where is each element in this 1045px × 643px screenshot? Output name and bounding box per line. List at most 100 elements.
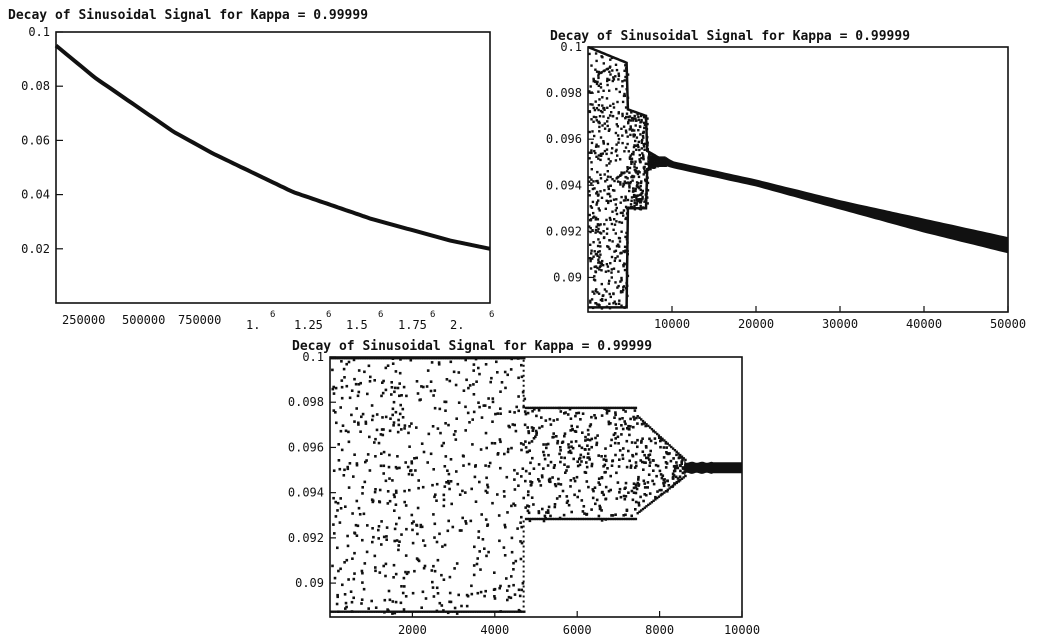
data-point (374, 488, 377, 491)
data-point (535, 431, 538, 434)
data-point (360, 598, 364, 601)
envelope-point (517, 357, 521, 360)
data-point (407, 431, 410, 435)
data-point (394, 410, 398, 414)
data-point (623, 79, 626, 82)
data-point (347, 440, 351, 444)
data-point (405, 394, 408, 398)
data-point (356, 524, 360, 528)
envelope-point (634, 517, 638, 521)
data-point (600, 154, 603, 157)
envelope-point (546, 517, 549, 521)
data-point (432, 394, 435, 397)
envelope-point (533, 406, 537, 410)
data-point (599, 173, 602, 176)
data-point (614, 413, 617, 417)
data-point (609, 184, 612, 187)
envelope-point (604, 406, 607, 410)
data-point (395, 467, 399, 470)
data-point (435, 540, 439, 544)
data-point (465, 604, 469, 608)
data-point (618, 417, 622, 421)
data-point (609, 73, 612, 76)
data-point (507, 595, 511, 599)
data-point (632, 195, 636, 198)
envelope-point (374, 357, 377, 360)
data-point (615, 198, 618, 201)
data-point (587, 456, 591, 459)
data-point (640, 422, 644, 426)
data-point (421, 590, 425, 594)
envelope-point (588, 406, 592, 410)
data-point (531, 456, 534, 460)
data-point (613, 189, 616, 192)
data-point (377, 528, 380, 532)
data-point (464, 405, 467, 409)
data-point (612, 102, 615, 106)
data-point (606, 245, 609, 248)
data-point (361, 486, 364, 489)
data-point (370, 404, 374, 407)
data-point (598, 507, 602, 511)
data-point (588, 90, 591, 93)
data-point (490, 441, 494, 445)
data-point (513, 468, 516, 472)
data-point (503, 452, 506, 456)
data-point (597, 121, 600, 124)
data-point (559, 410, 563, 413)
data-point (625, 439, 629, 443)
envelope-point (528, 517, 531, 521)
data-point (646, 189, 650, 192)
envelope-point (365, 357, 368, 360)
data-point (596, 244, 600, 248)
data-point (506, 450, 510, 454)
data-point (608, 216, 612, 220)
data-point (672, 465, 676, 468)
data-point (335, 602, 339, 606)
data-point (540, 474, 544, 477)
data-point (600, 476, 604, 480)
data-point (639, 188, 642, 191)
envelope-point (448, 357, 452, 360)
data-point (607, 282, 610, 285)
envelope-point (413, 610, 416, 613)
envelope-point (574, 406, 577, 410)
data-point (343, 376, 346, 379)
data-point (654, 441, 657, 445)
envelope-point (641, 419, 645, 423)
data-point (599, 109, 603, 113)
data-point (605, 164, 608, 167)
data-point (635, 171, 638, 174)
data-point (581, 412, 585, 415)
data-point (381, 381, 384, 384)
data-point (617, 236, 621, 240)
data-point (343, 468, 346, 472)
x-tick-label: 50000 (990, 317, 1026, 331)
data-point (416, 392, 420, 395)
data-point (473, 545, 476, 549)
data-point (630, 199, 633, 202)
envelope-point (638, 416, 641, 419)
data-point (616, 125, 619, 128)
data-point (602, 458, 606, 461)
data-point (633, 409, 637, 412)
data-point (353, 453, 356, 456)
data-point (523, 423, 527, 427)
data-point (637, 198, 640, 201)
x-tick-exponent: 6 (430, 310, 435, 320)
data-point (543, 457, 547, 461)
data-point (499, 390, 502, 393)
envelope-point (496, 357, 499, 360)
data-point (431, 586, 435, 589)
data-point (586, 444, 589, 447)
envelope-point (367, 357, 370, 360)
data-point (644, 162, 648, 165)
data-point (422, 450, 426, 454)
envelope-point (636, 512, 639, 515)
data-point (600, 269, 603, 272)
envelope-point (594, 406, 597, 410)
data-point (374, 606, 378, 609)
data-point (585, 461, 588, 464)
chart-panel-1: Decay of Sinusoidal Signal for Kappa = 0… (8, 8, 494, 332)
data-point (403, 500, 406, 504)
